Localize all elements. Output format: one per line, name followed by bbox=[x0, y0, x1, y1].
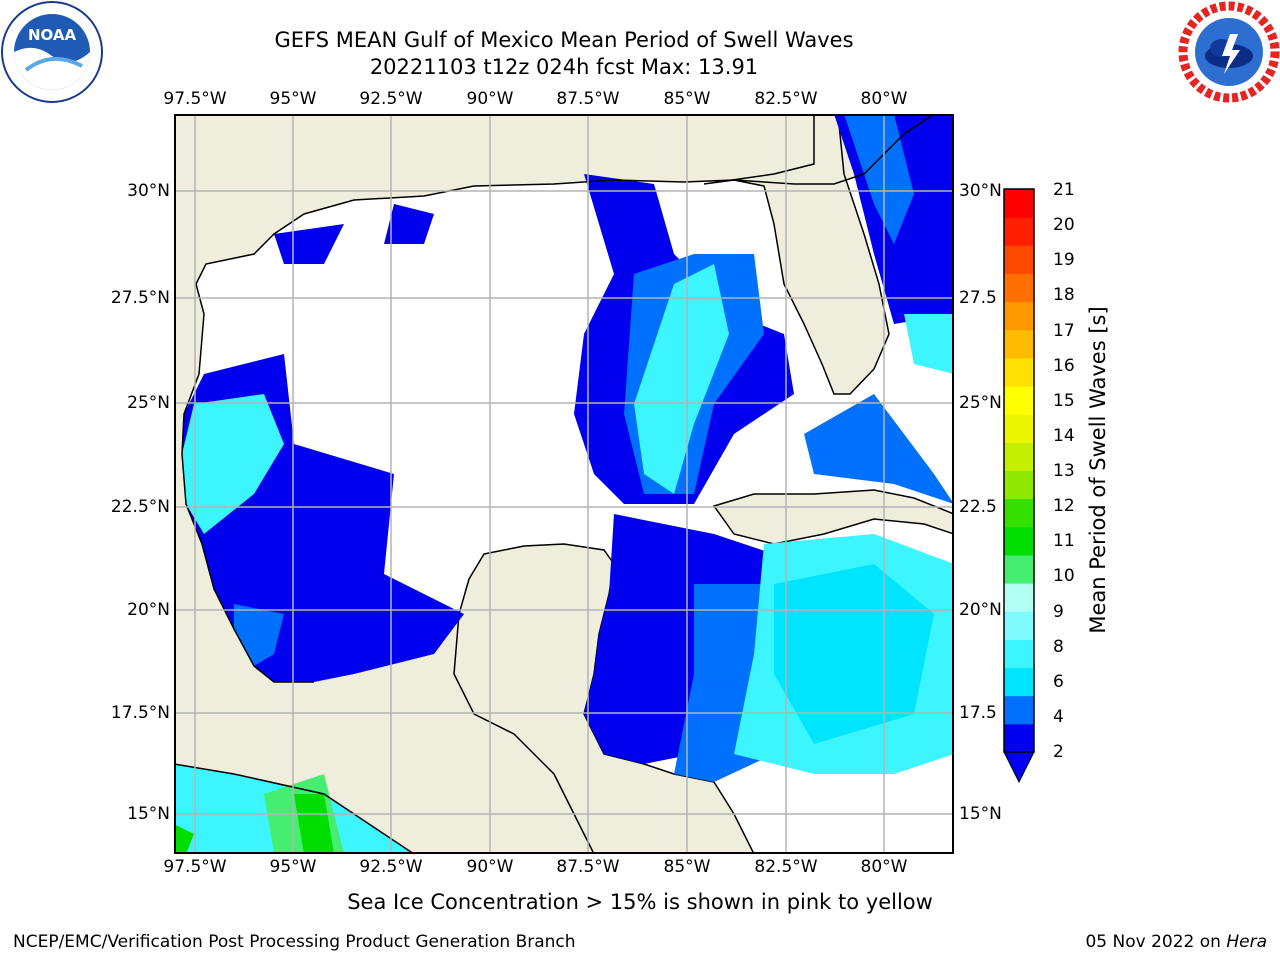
colorbar-tick-label: 16 bbox=[1053, 355, 1075, 376]
colorbar-tick-label: 12 bbox=[1053, 496, 1075, 517]
graticule bbox=[174, 114, 954, 854]
colorbar-swatch bbox=[1004, 217, 1034, 246]
colorbar-tick-label: 13 bbox=[1053, 461, 1075, 481]
noaa-logo: NOAA bbox=[1, 1, 103, 103]
lat-label: 27.5°N bbox=[110, 288, 170, 308]
colorbar-swatch bbox=[1004, 639, 1034, 669]
map-frame bbox=[174, 114, 954, 854]
lat-label: 30°N bbox=[127, 181, 170, 201]
colorbar-swatch bbox=[1004, 245, 1034, 274]
colorbar-swatch bbox=[1004, 414, 1034, 443]
map-title: GEFS MEAN Gulf of Mexico Mean Period of … bbox=[274, 28, 854, 52]
coastline bbox=[174, 114, 935, 854]
colorbar-swatch bbox=[1004, 498, 1034, 528]
lon-label: 92.5°W bbox=[359, 89, 423, 109]
colorbar-swatch bbox=[1004, 386, 1034, 415]
colorbar-tick-label: 10 bbox=[1053, 566, 1075, 587]
colorbar-tick-label: 6 bbox=[1053, 671, 1064, 692]
colorbar-tick-label: 21 bbox=[1053, 180, 1075, 200]
colorbar-swatch bbox=[1004, 442, 1034, 471]
colorbar-swatch bbox=[1004, 695, 1034, 725]
noaa-logo-text: NOAA bbox=[28, 26, 77, 44]
colorbar-tick-label: 14 bbox=[1053, 425, 1075, 446]
colorbar-swatch bbox=[1004, 329, 1034, 359]
gulf-of-mexico-map bbox=[174, 114, 954, 854]
lon-label: 95°W bbox=[269, 857, 317, 877]
lat-label: 25°N bbox=[127, 393, 170, 413]
lat-label: 22.5 bbox=[959, 497, 997, 517]
lon-label: 80°W bbox=[860, 89, 908, 109]
sea-ice-note: Sea Ice Concentration > 15% is shown in … bbox=[347, 890, 933, 914]
footer-machine: Hera bbox=[1226, 932, 1267, 952]
colorbar-tick-label: 17 bbox=[1053, 320, 1075, 341]
colorbar-swatch bbox=[1004, 470, 1034, 500]
colorbar-tick-label: 19 bbox=[1053, 250, 1075, 271]
colorbar-tick-label: 20 bbox=[1053, 215, 1075, 236]
lon-label: 82.5°W bbox=[754, 857, 818, 877]
lat-label: 22.5°N bbox=[110, 497, 170, 517]
lon-label: 90°W bbox=[466, 857, 514, 877]
colorbar-tick-label: 2 bbox=[1053, 742, 1064, 762]
lat-label: 15°N bbox=[959, 804, 1002, 824]
lat-label: 25°N bbox=[959, 393, 1002, 413]
colorbar-swatch bbox=[1004, 357, 1034, 387]
nws-logo bbox=[1178, 1, 1280, 103]
footer-credit: NCEP/EMC/Verification Post Processing Pr… bbox=[13, 932, 576, 952]
colorbar-label: Mean Period of Swell Waves [s] bbox=[1086, 306, 1110, 634]
colorbar-tick-label: 18 bbox=[1053, 285, 1075, 306]
lon-label: 97.5°W bbox=[163, 857, 227, 877]
colorbar-tick-label: 15 bbox=[1053, 390, 1075, 411]
lon-label: 85°W bbox=[663, 857, 711, 877]
colorbar-swatch bbox=[1004, 526, 1034, 556]
footer-date-text: 05 Nov 2022 on bbox=[1085, 932, 1227, 952]
lon-label: 85°W bbox=[663, 89, 711, 109]
colorbar-tick-label: 4 bbox=[1053, 706, 1064, 727]
colorbar-swatch bbox=[1004, 273, 1034, 303]
colorbar-swatch bbox=[1004, 583, 1034, 612]
map-subtitle: 20221103 t12z 024h fcst Max: 13.91 bbox=[369, 55, 759, 79]
lon-label: 82.5°W bbox=[754, 89, 818, 109]
colorbar-swatch bbox=[1004, 667, 1034, 697]
colorbar-swatch bbox=[1004, 554, 1034, 584]
lat-label: 20°N bbox=[959, 600, 1002, 620]
swell-shading bbox=[174, 114, 954, 854]
lat-label: 30°N bbox=[959, 181, 1002, 201]
lat-label: 15°N bbox=[127, 804, 170, 824]
footer-date: 05 Nov 2022 on Hera bbox=[1085, 932, 1267, 952]
colorbar-swatch bbox=[1004, 301, 1034, 331]
lat-label: 17.5 bbox=[959, 703, 997, 723]
colorbar-tick-label: 8 bbox=[1053, 636, 1064, 657]
lon-label: 97.5°W bbox=[163, 89, 227, 109]
lat-label: 17.5°N bbox=[110, 703, 170, 723]
lat-label: 20°N bbox=[127, 600, 170, 620]
florida bbox=[703, 114, 890, 395]
lon-label: 87.5°W bbox=[556, 89, 620, 109]
lon-label: 92.5°W bbox=[359, 857, 423, 877]
lat-label: 27.5 bbox=[959, 288, 997, 308]
colorbar-tick-label: 11 bbox=[1053, 531, 1075, 552]
lon-label: 87.5°W bbox=[556, 857, 620, 877]
lon-label: 95°W bbox=[269, 89, 317, 109]
lon-label: 90°W bbox=[466, 89, 514, 109]
colorbar-frame bbox=[1003, 188, 1035, 753]
colorbar-tick-label: 9 bbox=[1053, 601, 1064, 622]
colorbar bbox=[1003, 188, 1035, 784]
lon-label: 80°W bbox=[860, 857, 908, 877]
colorbar-swatch bbox=[1004, 189, 1034, 218]
colorbar-swatch bbox=[1004, 723, 1034, 753]
colorbar-extension bbox=[1003, 751, 1035, 784]
colorbar-swatch bbox=[1004, 611, 1034, 640]
